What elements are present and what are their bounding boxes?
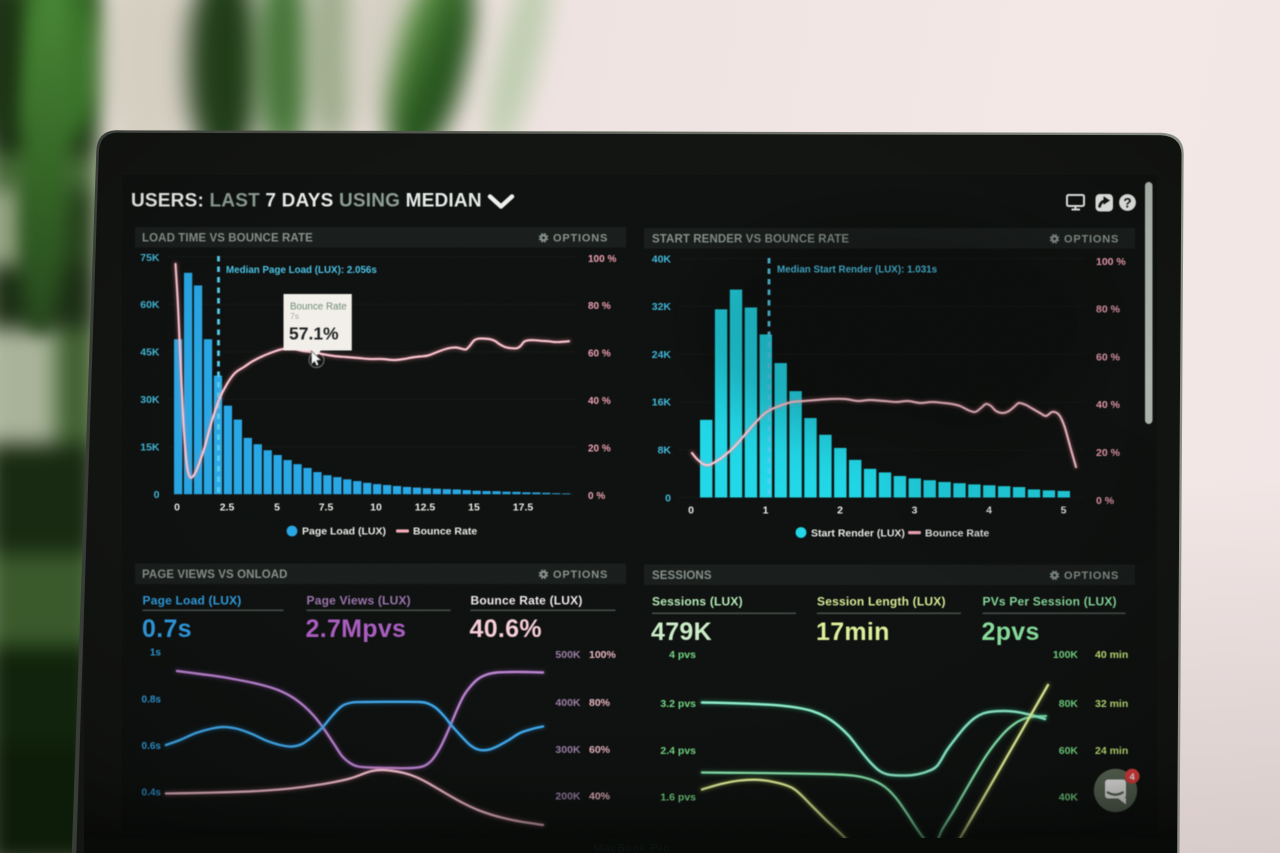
svg-text:MacBook Pro: MacBook Pro bbox=[593, 843, 670, 853]
